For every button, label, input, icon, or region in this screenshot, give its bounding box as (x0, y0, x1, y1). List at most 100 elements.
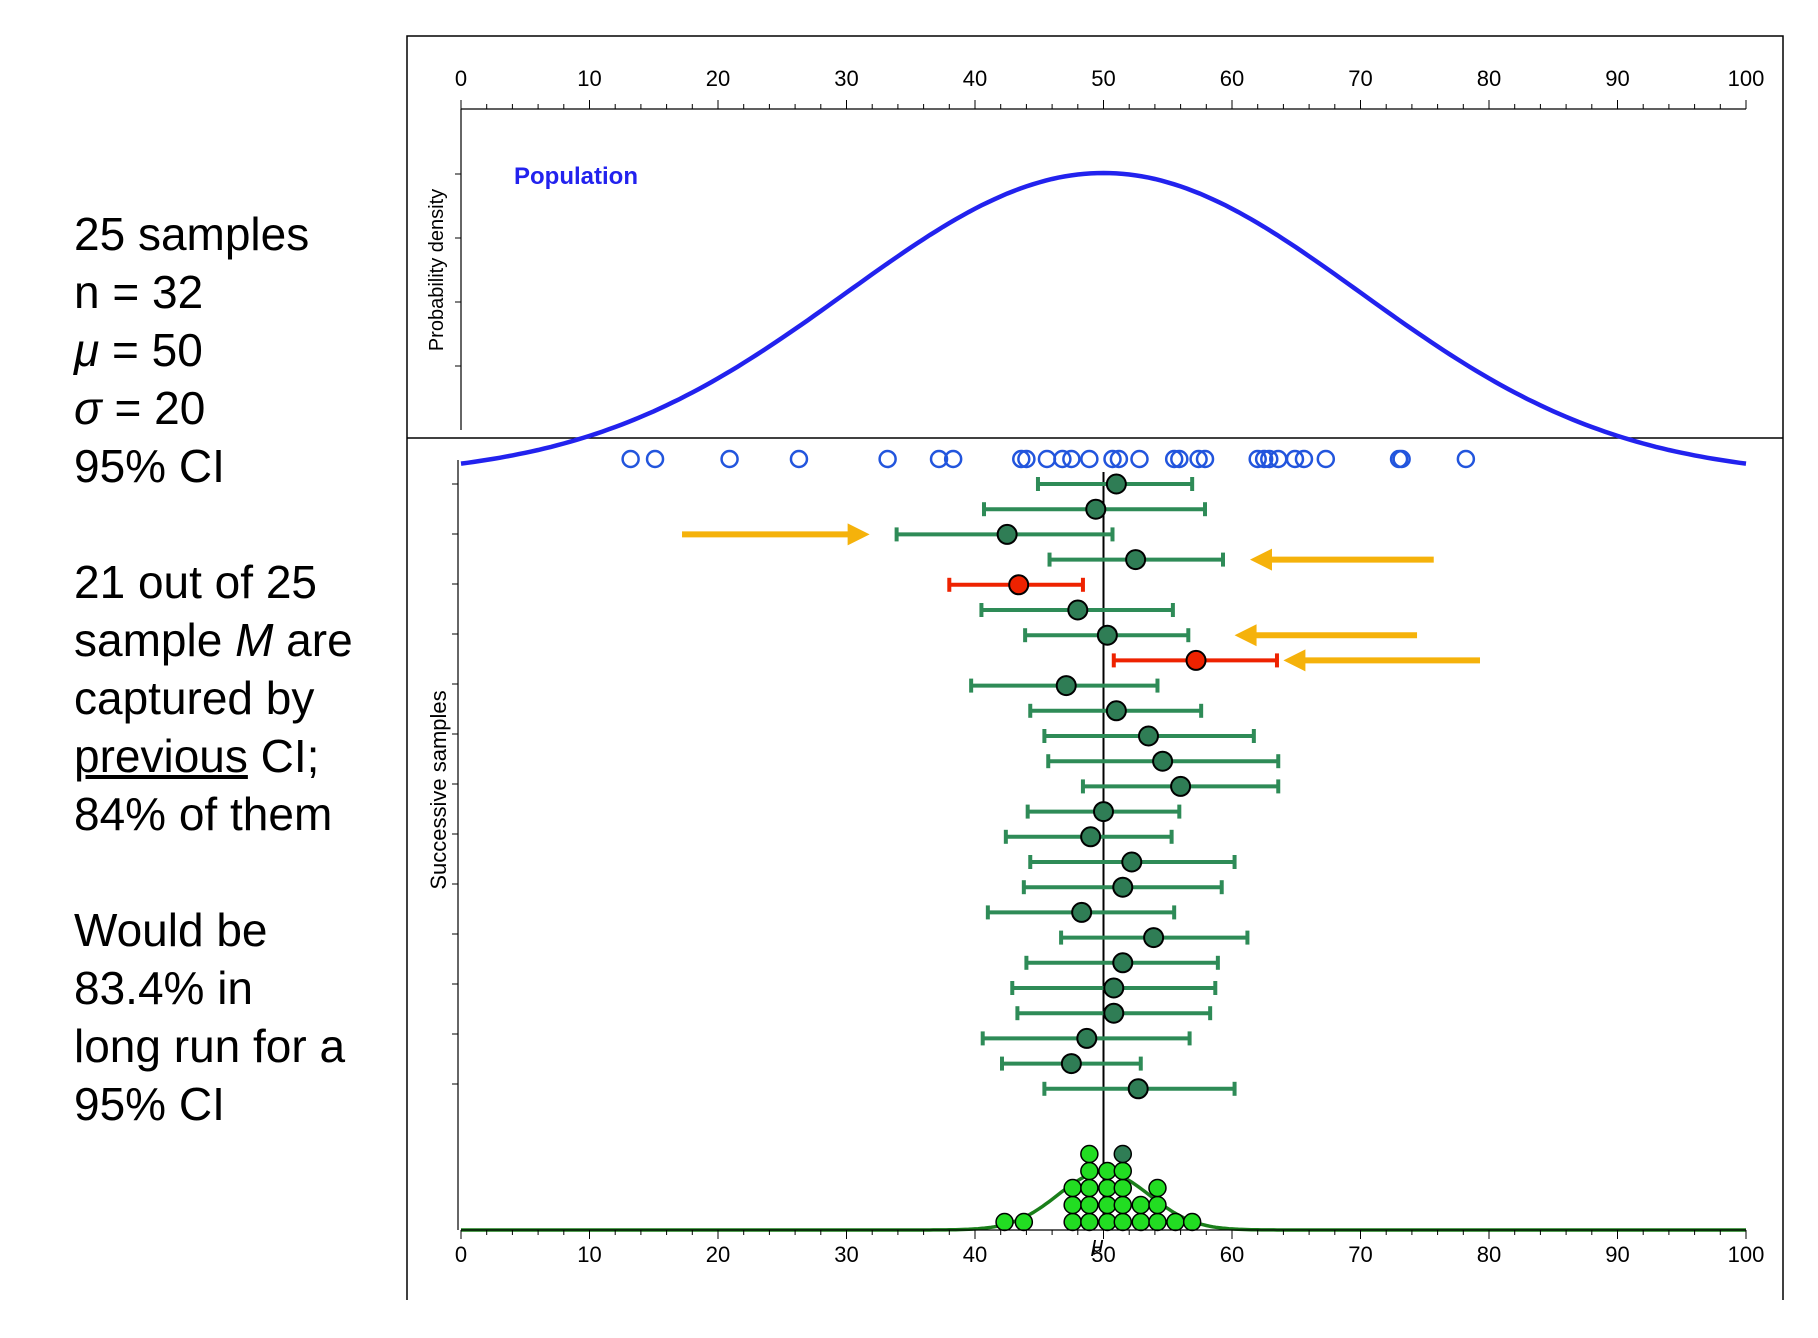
sigma-symbol: σ (74, 382, 102, 434)
sample-mean-point (1112, 952, 1134, 974)
sample-mean-point (1093, 801, 1114, 823)
mean-heap-dot (1113, 1161, 1133, 1181)
mu-value: = 50 (99, 324, 203, 376)
bottom-x-tick-label: 30 (834, 1242, 858, 1267)
sample-mean-point (1137, 725, 1159, 747)
sample-point (1189, 449, 1208, 469)
mean-heap-dot (1113, 1144, 1133, 1164)
sample-mean-point (1071, 901, 1093, 923)
capture-line-2a: sample (74, 614, 236, 666)
sample-point (789, 449, 809, 469)
mean-symbol: M (235, 614, 274, 666)
mean-heap-dot (1113, 1178, 1133, 1198)
top-x-tick-label: 60 (1220, 66, 1244, 91)
long-run-line-3: long run for a (74, 1020, 346, 1072)
population-curve (460, 170, 1747, 466)
mean-heap-dot (1113, 1195, 1133, 1215)
mean-heap-dot (1098, 1195, 1117, 1215)
mean-heap-dot (1182, 1212, 1202, 1232)
sample-point (1260, 449, 1279, 469)
density-axis-label: Probability density (426, 189, 448, 351)
bottom-x-tick-label: 60 (1220, 1242, 1244, 1267)
mean-heap-dot (1098, 1161, 1117, 1181)
mean-heap-dot (1166, 1212, 1185, 1232)
sample-mean-point (996, 523, 1018, 545)
ci-level-text: 95% CI (74, 440, 225, 492)
population-label: Population (514, 163, 638, 190)
mean-heap-dot (1080, 1161, 1099, 1181)
sample-mean-point (1076, 1027, 1098, 1049)
top-x-tick-label: 20 (706, 66, 730, 91)
sample-point (1017, 449, 1036, 469)
sample-mean-point (1125, 549, 1147, 571)
bottom-x-tick-label: 20 (706, 1242, 730, 1267)
sample-point (878, 449, 897, 469)
mean-heap-dot (995, 1212, 1014, 1232)
sample-mean-point (1103, 977, 1125, 999)
sample-mean-point (1152, 750, 1174, 772)
highlight-arrow-head (1283, 649, 1306, 672)
sample-mean-point (1112, 876, 1134, 898)
long-run-block: Would be 83.4% in long run for a 95% CI (74, 901, 394, 1133)
samples-count-text: 25 samples (74, 208, 310, 260)
sample-point (1248, 449, 1267, 469)
mu-axis-label: μ (1090, 1232, 1103, 1257)
sample-point (1062, 449, 1081, 469)
sample-mean-point (1103, 1002, 1125, 1024)
sigma-value: = 20 (101, 382, 206, 434)
top-x-tick-label: 10 (577, 66, 601, 91)
mean-heap-dot (1148, 1212, 1167, 1232)
long-run-line-2: 83.4% in (74, 962, 254, 1014)
chart-frame (406, 35, 1784, 1300)
sample-mean-point (1085, 498, 1107, 520)
mu-text: μ = 50 (74, 321, 394, 379)
mean-heap-dot (1080, 1212, 1099, 1232)
sample-mean-point (1096, 624, 1118, 646)
previous-word: previous (74, 730, 248, 782)
highlight-arrow-head (1249, 548, 1272, 571)
highlight-arrow-head (847, 523, 870, 546)
top-x-tick-label: 50 (1091, 66, 1115, 91)
capture-line-4: previous CI; (74, 727, 394, 785)
sample-mean-point (1105, 700, 1127, 722)
mean-heap-dot (1131, 1212, 1151, 1232)
sample-point (1294, 449, 1314, 469)
bottom-x-tick-label: 50 (1091, 1242, 1115, 1267)
sample-point (1456, 449, 1476, 469)
bottom-x-tick-label: 10 (577, 1242, 601, 1267)
mean-heap-dot (1080, 1195, 1099, 1215)
capture-line-2b: are (273, 614, 353, 666)
sample-mean-point (1105, 473, 1127, 495)
sample-point (645, 449, 665, 469)
top-x-tick-label: 80 (1477, 66, 1501, 91)
sample-point (1254, 449, 1274, 469)
sample-mean-point (1080, 826, 1102, 848)
top-x-tick-label: 0 (455, 66, 467, 91)
mean-heap-dot (1063, 1178, 1082, 1198)
mean-heap-dot (1063, 1212, 1082, 1232)
sample-mean-point (1055, 675, 1077, 697)
sample-mean-point (1008, 574, 1030, 596)
bottom-x-tick-label: 90 (1605, 1242, 1629, 1267)
highlight-arrow-head (1234, 624, 1257, 647)
mean-heap-dot (1080, 1144, 1099, 1164)
mean-heap-dot (1131, 1195, 1151, 1215)
sample-size-text: n = 32 (74, 266, 204, 318)
top-x-tick-label: 100 (1728, 66, 1765, 91)
sample-point (1392, 449, 1411, 469)
sample-point (1109, 449, 1129, 469)
sample-point (1195, 449, 1215, 469)
long-run-line-4: 95% CI (74, 1078, 225, 1130)
capture-count-text: 21 out of 25 (74, 556, 317, 608)
bottom-x-tick-label: 100 (1728, 1242, 1765, 1267)
sample-point (720, 449, 739, 469)
mean-heap-dot (1080, 1178, 1099, 1198)
sample-point (929, 449, 949, 469)
sigma-text: σ = 20 (74, 379, 394, 437)
top-x-tick-label: 90 (1605, 66, 1629, 91)
mean-heap-dot (1014, 1212, 1034, 1232)
sample-point (1103, 449, 1122, 469)
sample-point (1037, 449, 1057, 469)
bottom-x-tick-label: 0 (455, 1242, 467, 1267)
